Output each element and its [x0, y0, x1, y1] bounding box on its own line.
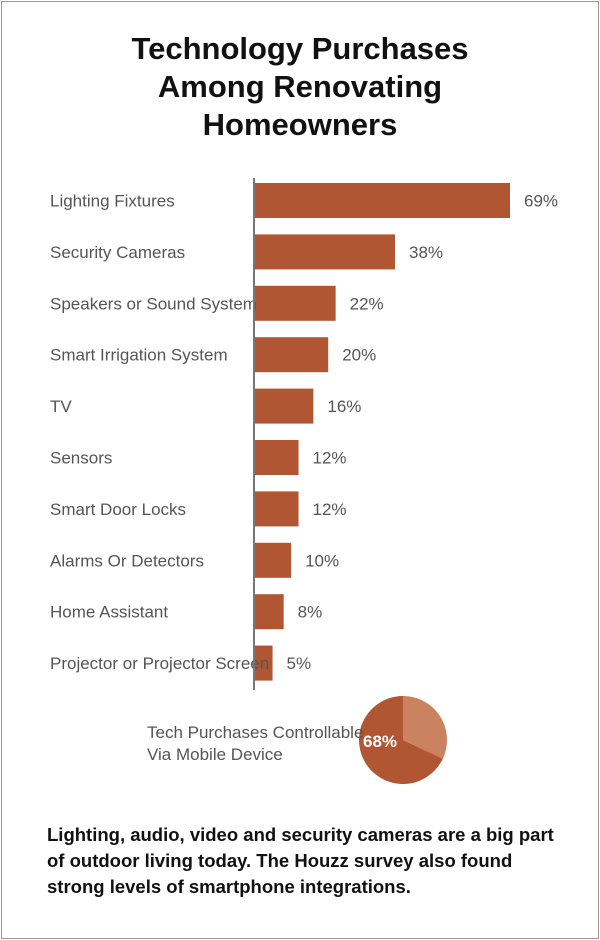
pie-title-line: Via Mobile Device	[147, 745, 283, 764]
title-line: Homeowners	[202, 107, 398, 142]
category-label: Security Cameras	[50, 243, 185, 262]
pie-slice	[359, 696, 443, 784]
bar	[254, 234, 395, 270]
bar	[254, 645, 273, 681]
value-label: 5%	[287, 654, 312, 673]
category-label: Home Assistant	[50, 603, 168, 622]
bar	[254, 440, 299, 475]
bar	[254, 285, 336, 321]
value-label: 8%	[298, 603, 323, 622]
category-label: Projector or Projector Screen	[50, 654, 269, 673]
category-label: Speakers or Sound System	[50, 294, 257, 313]
category-label: Smart Door Locks	[50, 500, 186, 519]
value-label: 10%	[305, 551, 339, 570]
category-label: TV	[50, 397, 72, 416]
bar	[254, 594, 284, 630]
category-label: Alarms Or Detectors	[50, 551, 204, 570]
pie-title-line: Tech Purchases Controllable	[147, 723, 364, 742]
title-line: Technology Purchases	[131, 31, 469, 66]
value-label: 16%	[327, 397, 361, 416]
caption: Lighting, audio, video and security came…	[47, 824, 554, 897]
bar	[254, 491, 299, 527]
value-label: 12%	[313, 500, 347, 519]
value-label: 38%	[409, 243, 443, 262]
pie-title: Tech Purchases Controllable Via Mobile D…	[147, 722, 363, 766]
value-label: 20%	[342, 346, 376, 365]
value-label: 22%	[350, 294, 384, 313]
category-label: Sensors	[50, 449, 112, 468]
chart-title: Technology Purchases Among Renovating Ho…	[0, 30, 600, 144]
bar	[254, 542, 292, 578]
pie-value-label: 68%	[363, 732, 397, 751]
bar	[254, 388, 314, 424]
bar	[254, 183, 510, 218]
category-label: Lighting Fixtures	[50, 192, 175, 211]
title-line: Among Renovating	[157, 69, 443, 104]
pie-slice	[403, 696, 448, 759]
bar	[254, 337, 329, 373]
value-label: 69%	[524, 192, 558, 211]
category-label: Smart Irrigation System	[50, 346, 228, 365]
value-label: 12%	[313, 449, 347, 468]
